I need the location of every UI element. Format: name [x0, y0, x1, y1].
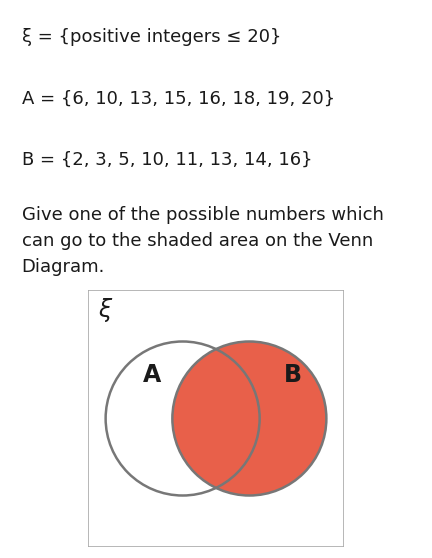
Circle shape: [172, 341, 326, 496]
Text: Give one of the possible numbers which
can go to the shaded area on the Venn
Dia: Give one of the possible numbers which c…: [22, 206, 384, 276]
Text: ξ = {positive integers ≤ 20}: ξ = {positive integers ≤ 20}: [22, 28, 281, 46]
Text: A: A: [143, 363, 161, 387]
Text: ξ: ξ: [98, 298, 111, 322]
Text: B = {2, 3, 5, 10, 11, 13, 14, 16}: B = {2, 3, 5, 10, 11, 13, 14, 16}: [22, 151, 312, 169]
Text: B: B: [284, 363, 302, 387]
Text: A = {6, 10, 13, 15, 16, 18, 19, 20}: A = {6, 10, 13, 15, 16, 18, 19, 20}: [22, 89, 335, 107]
Circle shape: [172, 341, 326, 496]
Circle shape: [106, 341, 260, 496]
